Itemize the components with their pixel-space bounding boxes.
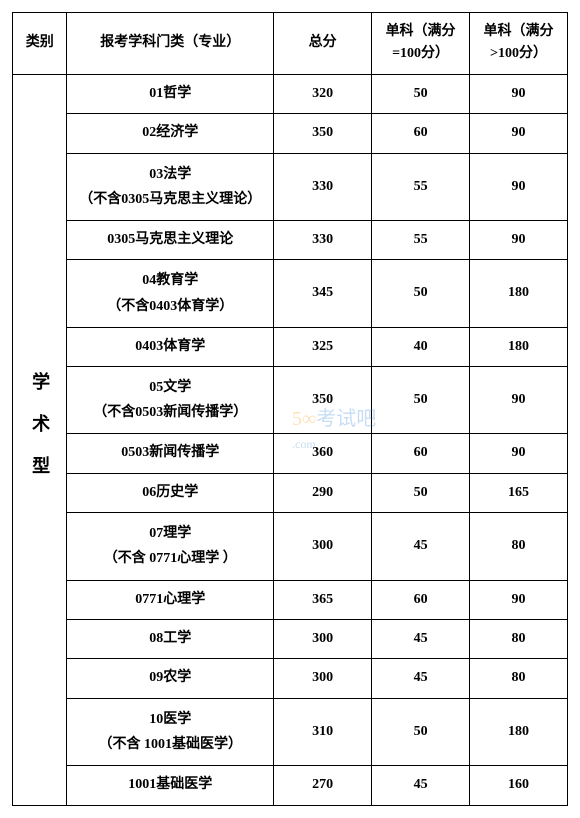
subject-note: （不含0503新闻传播学） bbox=[93, 405, 247, 420]
s1-cell: 60 bbox=[372, 434, 470, 473]
subject-cell: 0305马克思主义理论 bbox=[67, 220, 274, 259]
subject-cell: 02经济学 bbox=[67, 114, 274, 153]
total-cell: 300 bbox=[274, 620, 372, 659]
s1-cell: 45 bbox=[372, 766, 470, 805]
total-cell: 270 bbox=[274, 766, 372, 805]
total-cell: 350 bbox=[274, 367, 372, 434]
subject-main: 03法学 bbox=[149, 167, 191, 182]
total-cell: 320 bbox=[274, 74, 372, 113]
table-row: 09农学 300 45 80 bbox=[13, 659, 568, 698]
s1-cell: 50 bbox=[372, 74, 470, 113]
subject-cell: 07理学 （不含 0771心理学 ） bbox=[67, 513, 274, 580]
header-total: 总分 bbox=[274, 13, 372, 75]
header-category: 类别 bbox=[13, 13, 67, 75]
s2-cell: 180 bbox=[470, 260, 568, 327]
s2-cell: 90 bbox=[470, 74, 568, 113]
s2-cell: 180 bbox=[470, 698, 568, 765]
s2-cell: 160 bbox=[470, 766, 568, 805]
category-label: 学术型 bbox=[25, 372, 54, 498]
total-cell: 310 bbox=[274, 698, 372, 765]
table-row: 0403体育学 325 40 180 bbox=[13, 327, 568, 366]
total-cell: 330 bbox=[274, 153, 372, 220]
s1-cell: 40 bbox=[372, 327, 470, 366]
subject-note: （不含0403体育学） bbox=[107, 299, 233, 314]
total-cell: 325 bbox=[274, 327, 372, 366]
total-cell: 300 bbox=[274, 659, 372, 698]
table-row: 0305马克思主义理论 330 55 90 bbox=[13, 220, 568, 259]
table-body: 学术型 01哲学 320 50 90 02经济学 350 60 90 03法学 … bbox=[13, 74, 568, 805]
table-row: 10医学 （不含 1001基础医学） 310 50 180 bbox=[13, 698, 568, 765]
s2-cell: 90 bbox=[470, 580, 568, 619]
subject-cell: 01哲学 bbox=[67, 74, 274, 113]
s1-cell: 50 bbox=[372, 473, 470, 512]
subject-note: （不含0305马克思主义理论） bbox=[79, 192, 261, 207]
total-cell: 360 bbox=[274, 434, 372, 473]
s1-cell: 55 bbox=[372, 153, 470, 220]
table-row: 1001基础医学 270 45 160 bbox=[13, 766, 568, 805]
table-row: 06历史学 290 50 165 bbox=[13, 473, 568, 512]
table-row: 08工学 300 45 80 bbox=[13, 620, 568, 659]
table-row: 07理学 （不含 0771心理学 ） 300 45 80 bbox=[13, 513, 568, 580]
total-cell: 350 bbox=[274, 114, 372, 153]
s2-cell: 90 bbox=[470, 220, 568, 259]
subject-main: 05文学 bbox=[149, 380, 191, 395]
subject-cell: 09农学 bbox=[67, 659, 274, 698]
s2-cell: 90 bbox=[470, 153, 568, 220]
subject-cell: 1001基础医学 bbox=[67, 766, 274, 805]
subject-cell: 04教育学 （不含0403体育学） bbox=[67, 260, 274, 327]
s2-cell: 165 bbox=[470, 473, 568, 512]
category-cell: 学术型 bbox=[13, 74, 67, 805]
s1-cell: 55 bbox=[372, 220, 470, 259]
subject-cell: 0403体育学 bbox=[67, 327, 274, 366]
total-cell: 330 bbox=[274, 220, 372, 259]
header-row: 类别 报考学科门类（专业） 总分 单科（满分=100分） 单科（满分>100分） bbox=[13, 13, 568, 75]
s1-cell: 45 bbox=[372, 620, 470, 659]
total-cell: 365 bbox=[274, 580, 372, 619]
header-single100: 单科（满分=100分） bbox=[372, 13, 470, 75]
score-table: 类别 报考学科门类（专业） 总分 单科（满分=100分） 单科（满分>100分）… bbox=[12, 12, 568, 806]
s1-cell: 45 bbox=[372, 513, 470, 580]
s2-cell: 180 bbox=[470, 327, 568, 366]
s2-cell: 80 bbox=[470, 620, 568, 659]
subject-main: 07理学 bbox=[149, 526, 191, 541]
s1-cell: 50 bbox=[372, 367, 470, 434]
table-row: 学术型 01哲学 320 50 90 bbox=[13, 74, 568, 113]
subject-cell: 0503新闻传播学 bbox=[67, 434, 274, 473]
header-single-over-100: 单科（满分>100分） bbox=[470, 13, 568, 75]
subject-cell: 10医学 （不含 1001基础医学） bbox=[67, 698, 274, 765]
subject-note: （不含 0771心理学 ） bbox=[104, 551, 237, 566]
table-row: 03法学 （不含0305马克思主义理论） 330 55 90 bbox=[13, 153, 568, 220]
subject-cell: 08工学 bbox=[67, 620, 274, 659]
s1-cell: 50 bbox=[372, 698, 470, 765]
subject-cell: 06历史学 bbox=[67, 473, 274, 512]
subject-main: 10医学 bbox=[149, 712, 191, 727]
table-row: 04教育学 （不含0403体育学） 345 50 180 bbox=[13, 260, 568, 327]
subject-main: 04教育学 bbox=[142, 273, 198, 288]
header-subject: 报考学科门类（专业） bbox=[67, 13, 274, 75]
table-row: 05文学 （不含0503新闻传播学） 350 50 90 bbox=[13, 367, 568, 434]
subject-cell: 0771心理学 bbox=[67, 580, 274, 619]
s1-cell: 50 bbox=[372, 260, 470, 327]
s2-cell: 90 bbox=[470, 434, 568, 473]
s2-cell: 80 bbox=[470, 659, 568, 698]
total-cell: 300 bbox=[274, 513, 372, 580]
subject-cell: 03法学 （不含0305马克思主义理论） bbox=[67, 153, 274, 220]
total-cell: 345 bbox=[274, 260, 372, 327]
s2-cell: 90 bbox=[470, 114, 568, 153]
table-row: 02经济学 350 60 90 bbox=[13, 114, 568, 153]
table-row: 0503新闻传播学 360 60 90 bbox=[13, 434, 568, 473]
table-row: 0771心理学 365 60 90 bbox=[13, 580, 568, 619]
subject-note: （不含 1001基础医学） bbox=[99, 737, 243, 752]
s1-cell: 60 bbox=[372, 114, 470, 153]
s2-cell: 90 bbox=[470, 367, 568, 434]
total-cell: 290 bbox=[274, 473, 372, 512]
s2-cell: 80 bbox=[470, 513, 568, 580]
s1-cell: 45 bbox=[372, 659, 470, 698]
s1-cell: 60 bbox=[372, 580, 470, 619]
subject-cell: 05文学 （不含0503新闻传播学） bbox=[67, 367, 274, 434]
